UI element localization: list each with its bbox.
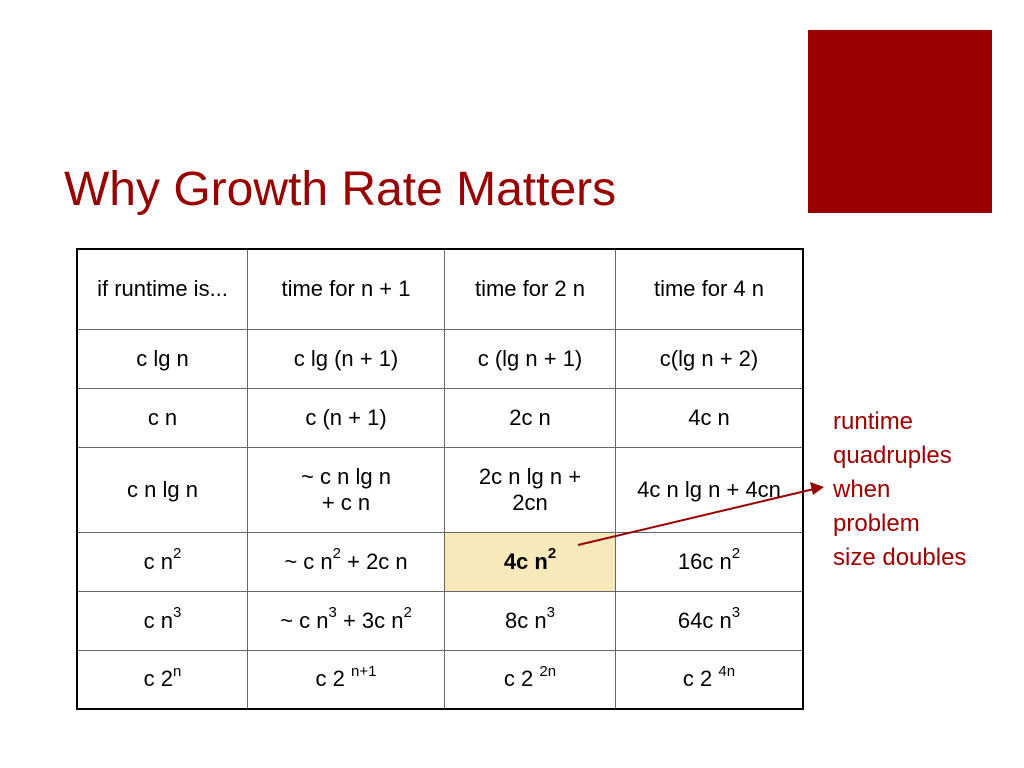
superscript: 2n	[539, 662, 557, 680]
cell-text: c n	[143, 607, 173, 633]
table-row: c 2n c 2 n+1 c 2 2n c 2 4n	[76, 649, 804, 710]
superscript: 3	[328, 604, 337, 622]
annotation-line: problem	[833, 510, 920, 537]
cell-text: 16c n	[677, 548, 732, 574]
cell-text: 2c n lg n + 2cn	[478, 463, 582, 515]
table-cell: c 2 4n	[615, 649, 804, 710]
cell-text: 4c n lg n + 4cn	[637, 476, 781, 502]
superscript: n+1	[351, 662, 377, 680]
slide-title: Why Growth Rate Matters	[64, 163, 617, 216]
table-cell: ~ c n2 + 2c n	[247, 531, 445, 592]
superscript: 2	[731, 545, 741, 563]
table-row: c n3 ~ c n3 + 3c n2 8c n3 64c n3	[76, 590, 804, 651]
cell-text: c n	[143, 548, 173, 574]
table-cell: 4c n	[615, 387, 804, 448]
superscript: 4n	[718, 662, 736, 680]
cell-text: 8c n	[505, 607, 547, 633]
cell-text: 4c n	[688, 404, 730, 430]
table-cell: c lg n	[76, 328, 248, 389]
table-cell: c 2 n+1	[247, 649, 445, 710]
superscript: 3	[546, 604, 555, 622]
annotation-line: size doubles	[833, 544, 967, 571]
superscript: 2	[547, 545, 557, 563]
cell-text: ~ c n	[280, 607, 329, 633]
table-cell: c (n + 1)	[247, 387, 445, 448]
superscript: 3	[731, 604, 741, 622]
cell-text: + c n	[321, 489, 371, 515]
cell-text: + 2c n	[341, 548, 408, 574]
table-cell: 16c n2	[615, 531, 804, 592]
superscript: 2	[403, 604, 412, 622]
cell-text: c (n + 1)	[305, 404, 387, 430]
cell-text: c n	[147, 404, 178, 430]
table-row: c n c (n + 1) 2c n 4c n	[76, 387, 804, 448]
table-cell: c 2 2n	[444, 649, 616, 710]
annotation-line: runtime	[833, 408, 914, 435]
table-cell: 8c n3	[444, 590, 616, 651]
cell-text: c 2	[503, 666, 540, 692]
superscript: 2	[173, 545, 182, 563]
arrow-head	[810, 482, 824, 495]
superscript: n	[173, 662, 182, 680]
table-row: c n lg n ~ c n lg n + c n 2c n lg n + 2cn 4c…	[76, 446, 804, 533]
cell-text: c 2	[315, 666, 351, 692]
header-cell: time for n + 1	[247, 248, 445, 330]
table-cell: ~ c n3 + 3c n2	[247, 590, 445, 651]
cell-text: c n lg n	[127, 476, 198, 502]
accent-block	[808, 30, 992, 213]
table-row: c lg n c lg (n + 1) c (lg n + 1) c(lg n + 2…	[76, 328, 804, 389]
cell-text: c 2	[143, 666, 173, 692]
cell-text: ~ c n	[284, 548, 333, 574]
cell-text: c 2	[682, 666, 719, 692]
table-cell: c(lg n + 2)	[615, 328, 804, 389]
cell-text: c(lg n + 2)	[659, 345, 759, 371]
table-cell: 4c n lg n + 4cn	[615, 446, 804, 533]
table-cell: 2c n lg n + 2cn	[444, 446, 616, 533]
superscript: 3	[173, 604, 182, 622]
cell-text: 4c n	[503, 548, 548, 574]
cell-text: 2c n	[509, 404, 551, 430]
annotation-line: when	[833, 476, 891, 503]
arrow-line	[577, 488, 815, 546]
table-cell: c (lg n + 1)	[444, 328, 616, 389]
table-cell: 2c n	[444, 387, 616, 448]
cell-text: 64c n	[677, 607, 732, 633]
superscript: 2	[332, 545, 341, 563]
annotation-line: quadruples	[833, 442, 952, 469]
cell-text: c (lg n + 1)	[477, 345, 583, 371]
table-row: c n2 ~ c n2 + 2c n 4c n2 16c n2	[76, 531, 804, 592]
header-cell: if runtime is...	[76, 248, 248, 330]
table-cell: 4c n2	[444, 531, 616, 592]
growth-table: if runtime is... time for n + 1 time for 2…	[76, 248, 804, 710]
table-cell: 64c n3	[615, 590, 804, 651]
cell-text: + 3c n	[336, 607, 404, 633]
table-cell: c n	[76, 387, 248, 448]
annotation: runtime quadruples when problem size doubles	[833, 405, 966, 575]
table-cell: c n lg n	[76, 446, 248, 533]
cell-text: c lg (n + 1)	[293, 345, 399, 371]
cell-text: ~ c n lg n	[301, 463, 391, 489]
cell-text: c lg n	[136, 345, 189, 371]
table-cell: c 2n	[76, 649, 248, 710]
